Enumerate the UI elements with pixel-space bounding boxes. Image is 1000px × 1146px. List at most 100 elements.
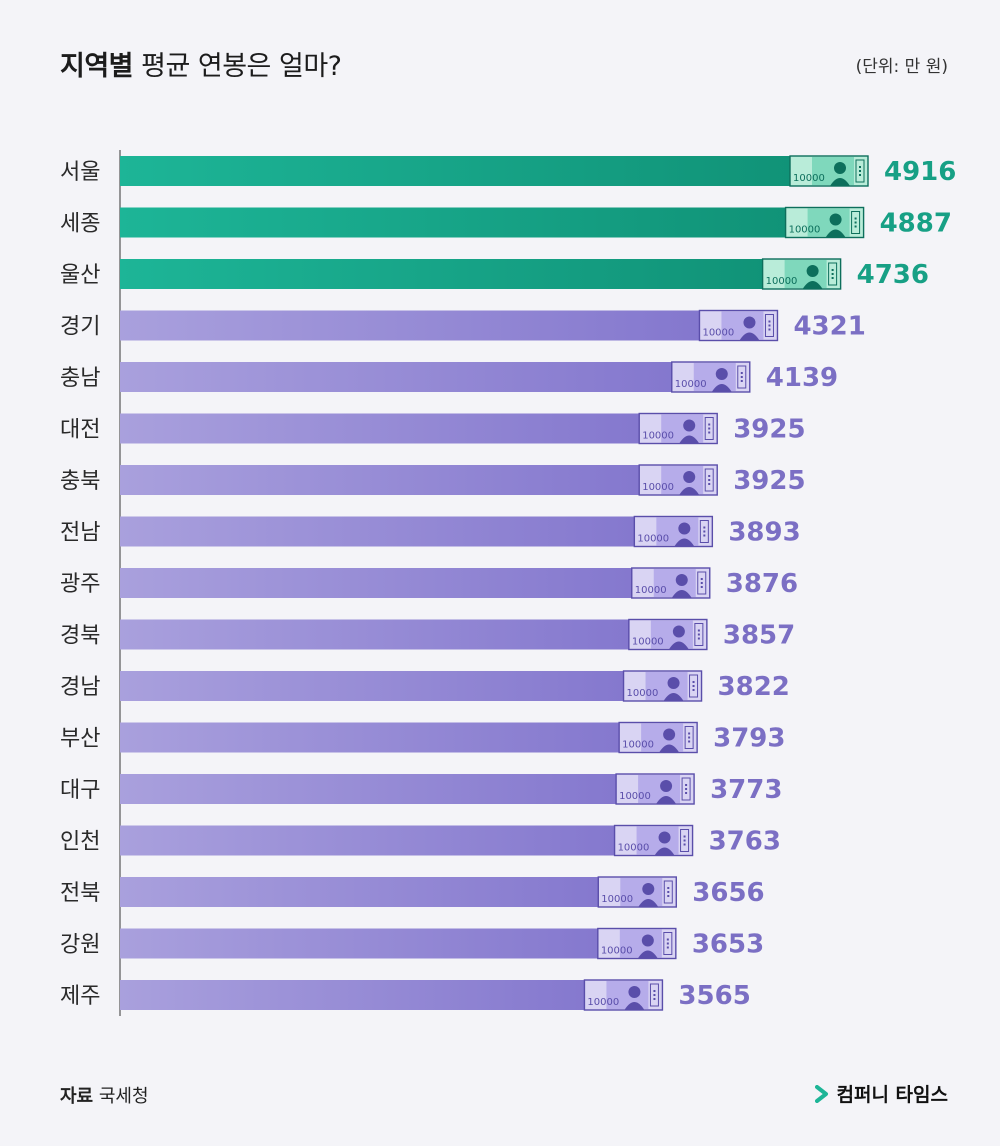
banknote-frame [704,468,714,492]
banknote-denomination: 10000 [587,997,619,1008]
bar [120,259,841,289]
banknote-denomination: 10000 [702,328,734,339]
bar [120,207,864,238]
portrait-head [834,162,846,174]
banknote-denomination: 10000 [793,173,825,184]
banknote-icon: 10000 [597,927,677,960]
bar [120,928,676,959]
bar [120,465,718,495]
value-label: 3876 [726,569,798,599]
category-label: 전북 [60,881,100,906]
bar [120,671,702,701]
unit-label: (단위: 만 원) [855,57,948,77]
value-label: 3773 [710,775,782,805]
portrait-body [659,744,680,753]
banknote-frame [689,674,699,698]
value-label: 3763 [709,827,781,857]
value-label: 3893 [728,518,800,548]
banknote-denomination: 10000 [642,431,674,442]
banknote-icon: 10000 [622,670,703,702]
banknote-panel [650,620,693,649]
brand-logo: 컴퍼니 타임스 [814,1080,949,1107]
portrait-body [674,538,695,547]
portrait-body [668,641,689,650]
banknote-icon: 10000 [583,979,664,1011]
category-label: 대전 [60,418,100,443]
banknote-frame [699,520,709,543]
category-label: 부산 [60,727,100,752]
banknote-frame [851,211,861,234]
portrait-head [683,419,696,432]
category-label: 경남 [60,675,100,700]
banknote-panel [606,981,649,1009]
portrait-head [715,368,728,380]
bar [120,877,677,907]
value-label: 3653 [692,930,764,960]
banknote-icon: 10000 [698,309,779,342]
banknote-icon: 10000 [638,464,718,496]
value-label: 3822 [718,672,790,702]
banknote-denomination: 10000 [619,791,651,802]
banknote-denomination: 10000 [622,740,654,751]
portrait-body [654,847,675,856]
value-label: 4887 [880,209,952,239]
portrait-body [802,281,823,289]
portrait-head [667,677,680,689]
banknote-icon: 10000 [671,361,751,393]
portrait-body [739,332,760,341]
value-label: 4321 [793,312,865,342]
portrait-body [825,229,846,238]
banknote-frame [764,314,774,337]
chevron-right-icon [814,1084,828,1103]
banknote-panel [636,826,679,855]
banknote-frame [649,983,659,1007]
banknote-panel [645,672,688,700]
bar [120,310,778,341]
bar [120,568,710,598]
banknote-panel [653,569,696,597]
banknote-denomination: 10000 [642,482,674,493]
banknote-icon: 10000 [615,773,695,805]
banknote-panel [619,929,662,958]
category-label: 인천 [60,830,100,855]
banknote-frame [663,880,673,904]
banknote-frame [828,262,838,286]
portrait-body [624,1002,645,1010]
banknote-icon: 10000 [638,412,718,445]
banknote-icon: 10000 [633,515,714,548]
value-label: 3565 [678,981,750,1011]
portrait-body [663,693,684,701]
bar [120,774,695,804]
banknote-icon: 10000 [789,155,869,187]
bar [120,413,718,444]
banknote-icon: 10000 [628,618,708,651]
banknote-frame [855,159,865,183]
banknote-panel [656,517,699,546]
banknote-denomination: 10000 [618,843,650,854]
portrait-head [641,934,654,947]
banknote-frame [680,829,690,852]
portrait-head [675,574,688,586]
banknote-panel [721,311,764,340]
portrait-body [638,899,659,907]
portrait-head [658,831,671,844]
category-label: 경기 [60,315,100,340]
banknote-denomination: 10000 [789,225,821,236]
value-label: 4736 [857,260,929,290]
title-rest: 평균 연봉은 얼마? [133,51,342,82]
brand-name: 컴퍼니 타임스 [836,1084,949,1106]
banknote-frame [681,777,691,801]
portrait-body [711,384,732,392]
bar [120,156,868,186]
portrait-head [683,471,696,483]
category-label: 대구 [60,778,100,803]
banknote-icon: 10000 [761,258,842,290]
portrait-head [672,625,685,638]
portrait-body [637,950,658,959]
chart-title: 지역별 평균 연봉은 얼마? [60,44,342,83]
banknote-frame [737,365,747,389]
portrait-body [830,178,850,186]
category-label: 세종 [60,212,100,237]
banknote-denomination: 10000 [766,276,798,287]
